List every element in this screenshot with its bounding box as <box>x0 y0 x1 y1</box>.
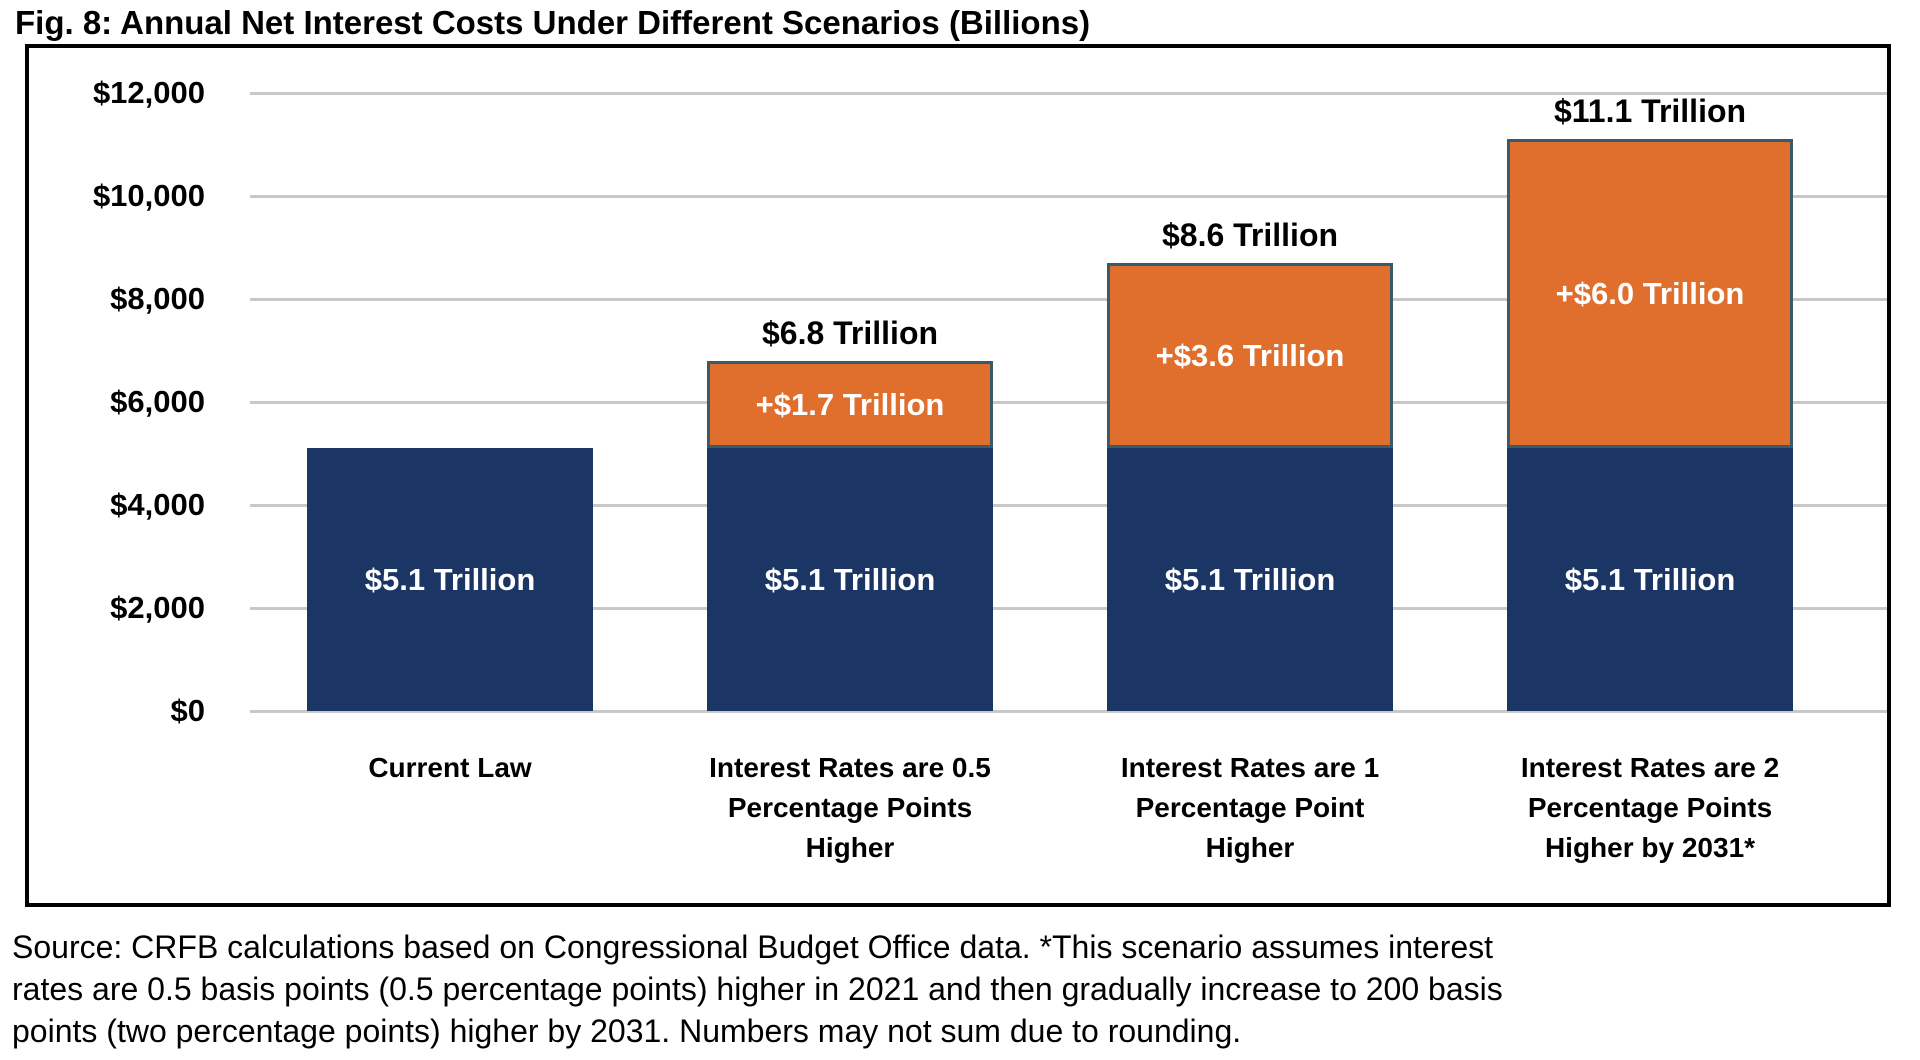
category-label-line: Higher <box>805 832 895 863</box>
bar-stack: $5.1 Trillion <box>307 448 593 711</box>
base-segment: $5.1 Trillion <box>307 448 593 711</box>
increase-value-label: +$3.6 Trillion <box>1155 337 1345 373</box>
source-note-line: points (two percentage points) higher by… <box>12 1013 1242 1049</box>
category-label-line: Higher by 2031* <box>1544 832 1756 863</box>
y-tick-label: $8,000 <box>110 281 205 316</box>
y-tick-label: $10,000 <box>92 178 205 213</box>
base-value-label: $5.1 Trillion <box>764 561 936 597</box>
total-value-label: $11.1 Trillion <box>1553 93 1747 130</box>
y-tick-label: $6,000 <box>110 384 205 419</box>
gridline <box>250 504 1887 507</box>
source-note-line: Source: CRFB calculations based on Congr… <box>12 929 1494 965</box>
total-value-label: $6.8 Trillion <box>761 314 939 351</box>
total-value-label: $8.6 Trillion <box>1161 216 1339 253</box>
bar-stack: +$1.7 Trillion $5.1 Trillion <box>707 360 993 711</box>
category-label-line: Percentage Point <box>1135 792 1365 823</box>
increase-value-label: +$6.0 Trillion <box>1555 275 1745 311</box>
gridline <box>250 195 1887 198</box>
increase-segment: +$6.0 Trillion <box>1507 139 1793 449</box>
chart-frame: $12,000 $10,000 $8,000 $6,000 $4,000 $2,000 $0… <box>25 44 1891 907</box>
y-tick-label: $2,000 <box>110 590 205 625</box>
y-tick-label: $4,000 <box>110 487 205 522</box>
bar-column: +$6.0 Trillion $5.1 Trillion $11.1 Trillio… <box>1450 93 1850 711</box>
category-label-line: Percentage Points <box>1527 792 1773 823</box>
category-label: Interest Rates are 2 Percentage Points Hig… <box>1450 748 1850 868</box>
source-note-line: rates are 0.5 basis points (0.5 percenta… <box>12 971 1503 1007</box>
base-value-label: $5.1 Trillion <box>1564 561 1736 597</box>
base-segment: $5.1 Trillion <box>1107 448 1393 711</box>
gridline <box>250 710 1887 713</box>
bar-stack: +$6.0 Trillion $5.1 Trillion <box>1507 139 1793 711</box>
increase-segment: +$1.7 Trillion <box>707 360 993 449</box>
category-label: Interest Rates are 1 Percentage Point High… <box>1050 748 1450 868</box>
category-label-line: Current Law <box>368 752 532 783</box>
base-value-label: $5.1 Trillion <box>1164 561 1336 597</box>
category-label: Current Law <box>250 748 650 788</box>
source-note: Source: CRFB calculations based on Congr… <box>12 926 1912 1052</box>
category-label-line: Interest Rates are 2 <box>1520 752 1780 783</box>
increase-value-label: +$1.7 Trillion <box>755 386 945 422</box>
bar-stack: +$3.6 Trillion $5.1 Trillion <box>1107 262 1393 711</box>
category-label-line: Interest Rates are 0.5 <box>709 752 991 783</box>
bar-column: +$3.6 Trillion $5.1 Trillion $8.6 Trillion <box>1050 93 1450 711</box>
base-segment: $5.1 Trillion <box>707 448 993 711</box>
y-tick-label: $0 <box>170 693 205 728</box>
gridline <box>250 401 1887 404</box>
bar-column: +$1.7 Trillion $5.1 Trillion $6.8 Trillion <box>650 93 1050 711</box>
increase-segment: +$3.6 Trillion <box>1107 262 1393 449</box>
gridline <box>250 92 1887 95</box>
base-segment: $5.1 Trillion <box>1507 448 1793 711</box>
category-label-line: Percentage Points <box>727 792 973 823</box>
chart-title: Fig. 8: Annual Net Interest Costs Under … <box>15 4 1091 41</box>
bar-column: $5.1 Trillion <box>250 93 650 711</box>
gridline <box>250 298 1887 301</box>
base-value-label: $5.1 Trillion <box>364 561 536 597</box>
category-label: Interest Rates are 0.5 Percentage Points H… <box>650 748 1050 868</box>
gridline <box>250 607 1887 610</box>
y-tick-label: $12,000 <box>92 75 205 110</box>
category-label-line: Interest Rates are 1 <box>1120 752 1380 783</box>
category-label-line: Higher <box>1205 832 1295 863</box>
